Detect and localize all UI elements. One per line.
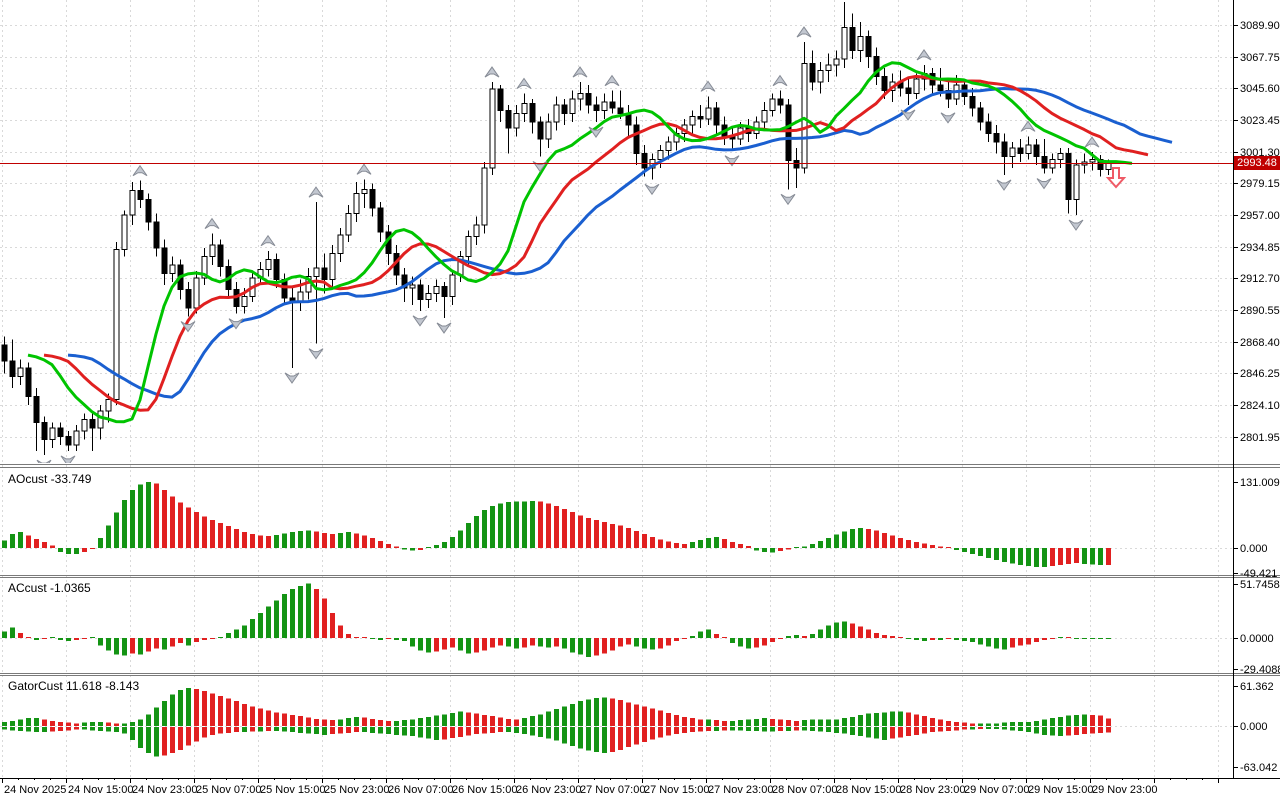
- grid-lines: [0, 0, 1233, 778]
- fractal-arrows: [36, 26, 1100, 463]
- ac-indicator-label: ACcust -1.0365: [8, 581, 91, 595]
- alligator-jaw-line: [67, 87, 1173, 399]
- ac-scale-label: -29.4088: [1240, 664, 1280, 676]
- ao-scale-label: 0.000: [1240, 543, 1268, 555]
- current-price-badge: 2993.48: [1234, 156, 1280, 170]
- ac-scale-label: 0.0000: [1240, 633, 1274, 645]
- time-tick-label: 24 Nov 23:00: [132, 784, 197, 796]
- price-tick-label: 3067.75: [1240, 52, 1280, 64]
- time-tick-label: 25 Nov 15:00: [260, 784, 325, 796]
- price-tick-label: 2846.25: [1240, 368, 1280, 380]
- price-tick-label: 2979.15: [1240, 178, 1280, 190]
- time-tick-label: 26 Nov 23:00: [516, 784, 581, 796]
- price-tick-label: 2824.10: [1240, 400, 1280, 412]
- time-tick-label: 29 Nov 07:00: [964, 784, 1029, 796]
- time-tick-label: 25 Nov 23:00: [324, 784, 389, 796]
- time-tick-label: 28 Nov 07:00: [772, 784, 837, 796]
- time-tick-label: 29 Nov 15:00: [1028, 784, 1093, 796]
- price-tick-label: 3045.60: [1240, 83, 1280, 95]
- time-tick-label: 28 Nov 15:00: [836, 784, 901, 796]
- ao-histogram: [2, 482, 1111, 568]
- price-tick-label: 2801.95: [1240, 432, 1280, 444]
- alligator-lips-line: [27, 61, 1133, 424]
- pane-separators[interactable]: [0, 464, 1280, 676]
- gator-scale-label: 61.362: [1240, 681, 1274, 693]
- time-tick-label: 26 Nov 07:00: [388, 784, 453, 796]
- price-tick-label: 3089.90: [1240, 20, 1280, 32]
- time-tick-label: 29 Nov 23:00: [1092, 784, 1157, 796]
- time-tick-label: 24 Nov 15:00: [68, 784, 133, 796]
- ao-scale-label: -49.421: [1240, 568, 1277, 580]
- gator-indicator-label: GatorCust 11.618 -8.143: [8, 679, 140, 693]
- ac-histogram: [2, 583, 1111, 657]
- price-tick-label: 2890.55: [1240, 305, 1280, 317]
- price-tick-label: 3023.45: [1240, 115, 1280, 127]
- gator-scale-label: -63.042: [1240, 762, 1277, 774]
- time-tick-label: 27 Nov 07:00: [580, 784, 645, 796]
- time-tick-label: 24 Nov 2025: [4, 784, 66, 796]
- sell-signal-arrow: [1105, 167, 1127, 189]
- price-tick-label: 2957.00: [1240, 210, 1280, 222]
- gator-scale-label: 0.000: [1240, 721, 1268, 733]
- price-tick-label: 2912.70: [1240, 273, 1280, 285]
- gator-histogram: [2, 688, 1111, 757]
- time-tick-label: 27 Nov 23:00: [708, 784, 773, 796]
- ao-scale-label: 131.009: [1240, 477, 1280, 489]
- time-tick-label: 28 Nov 23:00: [900, 784, 965, 796]
- price-tick-label: 2868.40: [1240, 337, 1280, 349]
- time-tick-label: 26 Nov 15:00: [452, 784, 517, 796]
- price-tick-label: 2934.85: [1240, 242, 1280, 254]
- time-tick-label: 25 Nov 07:00: [196, 784, 261, 796]
- time-tick-label: 27 Nov 15:00: [644, 784, 709, 796]
- ao-indicator-label: AOcust -33.749: [8, 472, 92, 486]
- axes: 3089.903067.753045.603023.453001.302979.…: [0, 0, 1280, 779]
- ac-scale-label: 51.7458: [1240, 579, 1280, 591]
